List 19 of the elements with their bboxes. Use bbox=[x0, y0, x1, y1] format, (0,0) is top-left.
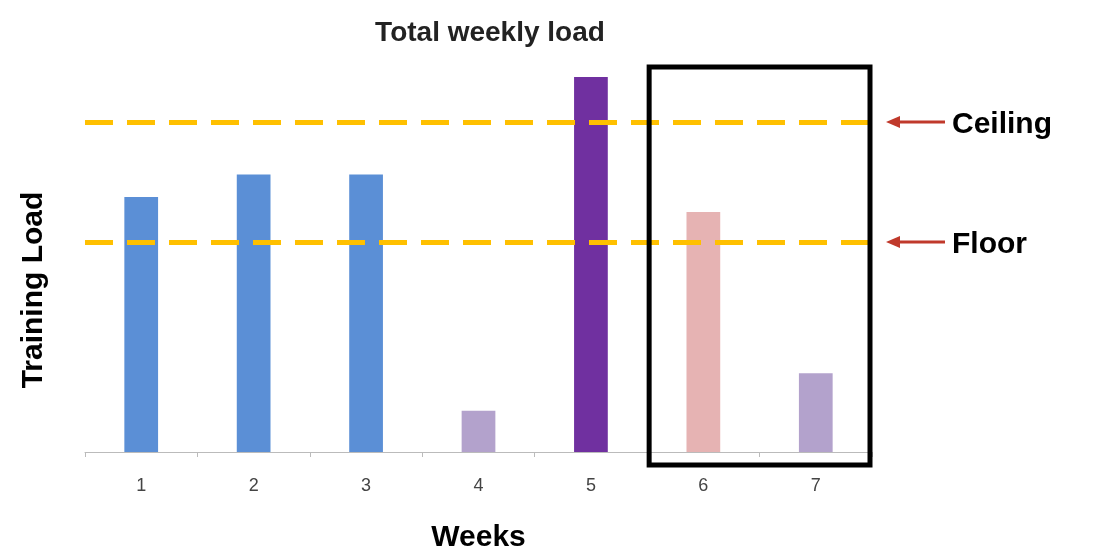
bar bbox=[236, 174, 271, 452]
ref-line-label: Ceiling bbox=[952, 105, 1053, 139]
bar bbox=[349, 174, 383, 452]
bar bbox=[124, 197, 159, 452]
x-tick-label: 2 bbox=[248, 475, 259, 495]
x-tick-label: 7 bbox=[810, 475, 821, 495]
bar bbox=[798, 373, 833, 452]
x-axis-title: Weeks bbox=[431, 518, 526, 552]
chart-title: Total weekly load bbox=[375, 15, 605, 47]
bar bbox=[461, 410, 496, 452]
x-tick-label: 3 bbox=[361, 475, 372, 495]
x-tick-label: 1 bbox=[136, 475, 147, 495]
bar bbox=[574, 77, 608, 452]
x-tick-label: 6 bbox=[698, 475, 709, 495]
x-tick-label: 5 bbox=[585, 475, 596, 495]
x-tick-label: 4 bbox=[473, 475, 484, 495]
ref-line-label: Floor bbox=[952, 225, 1028, 259]
bar bbox=[686, 212, 721, 452]
y-axis-title: Training Load bbox=[15, 191, 48, 389]
